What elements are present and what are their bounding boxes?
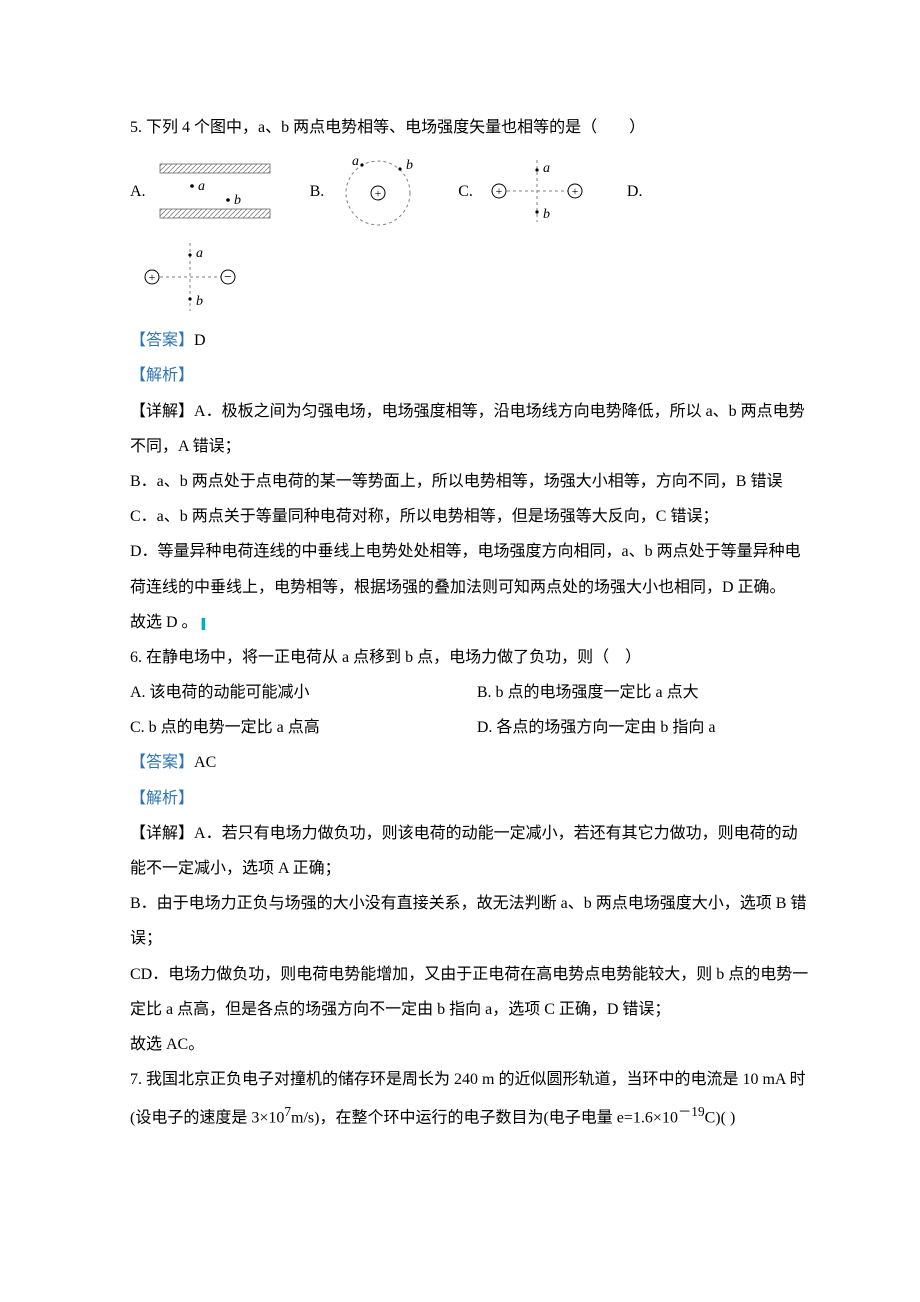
answer-label: 【答案】 bbox=[130, 754, 194, 771]
q6-optA: A. 该电荷的动能可能减小 bbox=[130, 675, 463, 710]
q6-optD: D. 各点的场强方向一定由 b 指向 a bbox=[477, 710, 810, 745]
answer-label: 【答案】 bbox=[130, 332, 194, 349]
q5-option-C: C. + + a b bbox=[458, 156, 597, 226]
diagram-a-label: a bbox=[196, 246, 203, 261]
plus-icon: + bbox=[572, 184, 579, 198]
diagram-b-label: b bbox=[543, 207, 550, 222]
q5-option-D-label: D. bbox=[627, 174, 647, 209]
q7-stem: 7. 我国北京正负电子对撞机的储存环是周长为 240 m 的近似圆形轨道，当环中… bbox=[130, 1062, 810, 1136]
q5-answer-text: D bbox=[194, 332, 206, 349]
diagram-two-like-charges-icon: + + a b bbox=[477, 156, 597, 226]
q7-stem-end: C)( ) bbox=[705, 1110, 736, 1127]
q5-stem-text: 5. 下列 4 个图中，a、b 两点电势相等、电场强度矢量也相等的是（ ） bbox=[130, 119, 645, 136]
q5-option-B: B. + a b bbox=[310, 151, 429, 231]
q6-optB: B. b 点的电场强度一定比 a 点大 bbox=[477, 675, 810, 710]
q6-detail-A: 【详解】A．若只有电场力做负功，则该电荷的动能一定减小，若还有其它力做功，则电荷… bbox=[130, 816, 810, 886]
q5-detail-C: C．a、b 两点关于等量同种电荷对称，所以电势相等，但是场强等大反向，C 错误； bbox=[130, 499, 810, 534]
diagram-two-unlike-charges-icon: + − a b bbox=[130, 237, 250, 317]
diagram-b-label: b bbox=[234, 193, 241, 208]
diagram-b-label: b bbox=[406, 158, 413, 173]
q5-label-C: C. bbox=[458, 174, 473, 209]
q5-stem: 5. 下列 4 个图中，a、b 两点电势相等、电场强度矢量也相等的是（ ） bbox=[130, 110, 810, 145]
q6-options-row1: A. 该电荷的动能可能减小 B. b 点的电场强度一定比 a 点大 bbox=[130, 675, 810, 710]
q5-conclusion-text: 故选 D 。 bbox=[130, 614, 198, 631]
minus-icon: − bbox=[224, 270, 232, 285]
plus-icon: + bbox=[149, 270, 156, 284]
q6-stem: 6. 在静电场中，将一正电荷从 a 点移到 b 点，电场力做了负功，则（ ） bbox=[130, 640, 810, 675]
diagram-b-label: b bbox=[196, 294, 203, 309]
cursor-icon: ▌ bbox=[202, 619, 209, 630]
diagram-circle-equipotential-icon: + a b bbox=[328, 151, 428, 231]
detail-label: 【详解】 bbox=[130, 825, 194, 842]
q5-option-D-diagram-row: + − a b bbox=[130, 237, 810, 317]
q5-answer: 【答案】D bbox=[130, 323, 810, 358]
detail-label: 【详解】 bbox=[130, 403, 194, 420]
q6-answer-text: AC bbox=[194, 754, 216, 771]
q6-conclusion: 故选 AC。 bbox=[130, 1027, 810, 1062]
q6-options-row2: C. b 点的电势一定比 a 点高 D. 各点的场强方向一定由 b 指向 a bbox=[130, 710, 810, 745]
q6-optC: C. b 点的电势一定比 a 点高 bbox=[130, 710, 463, 745]
q6-detail-B: B．由于电场力正负与场强的大小没有直接关系，故无法判断 a、b 两点电场强度大小… bbox=[130, 886, 810, 956]
diagram-a-label: a bbox=[198, 179, 205, 194]
q5-option-A: A. a b bbox=[130, 156, 280, 226]
q5-label-A: A. bbox=[130, 174, 146, 209]
q5-analysis-label: 【解析】 bbox=[130, 358, 810, 393]
q5-options-row: A. a b B. + bbox=[130, 151, 810, 231]
q5-label-D: D. bbox=[627, 174, 643, 209]
q6-analysis-label: 【解析】 bbox=[130, 781, 810, 816]
q5-conclusion: 故选 D 。 ▌ bbox=[130, 605, 810, 640]
q7-stem-mid: m/s)，在整个环中运行的电子数目为(电子电量 e=1.6×10 bbox=[291, 1110, 678, 1127]
q7-sup2: －19 bbox=[678, 1104, 705, 1119]
plus-icon: + bbox=[375, 186, 382, 200]
q5-detail-B: B．a、b 两点处于点电荷的某一等势面上，所以电势相等，场强大小相等，方向不同，… bbox=[130, 464, 810, 499]
q5-detail-D: D．等量异种电荷连线的中垂线上电势处处相等，电场强度方向相同，a、b 两点处于等… bbox=[130, 534, 810, 604]
q6-detail-CD: CD．电场力做负功，则电荷电势能增加，又由于正电荷在高电势点电势能较大，则 b … bbox=[130, 957, 810, 1027]
q6-detA-text: A．若只有电场力做负功，则该电荷的动能一定减小，若还有其它力做功，则电荷的动能不… bbox=[130, 825, 798, 877]
diagram-a-label: a bbox=[352, 154, 359, 169]
diagram-parallel-plates-icon: a b bbox=[150, 156, 280, 226]
q5-detA-text: A．极板之间为匀强电场，电场强度相等，沿电场线方向电势降低，所以 a、b 两点电… bbox=[130, 403, 805, 455]
plus-icon: + bbox=[496, 184, 503, 198]
q5-label-B: B. bbox=[310, 174, 325, 209]
diagram-a-label: a bbox=[543, 161, 550, 176]
q5-detail-A: 【详解】A．极板之间为匀强电场，电场强度相等，沿电场线方向电势降低，所以 a、b… bbox=[130, 394, 810, 464]
q6-answer: 【答案】AC bbox=[130, 745, 810, 780]
